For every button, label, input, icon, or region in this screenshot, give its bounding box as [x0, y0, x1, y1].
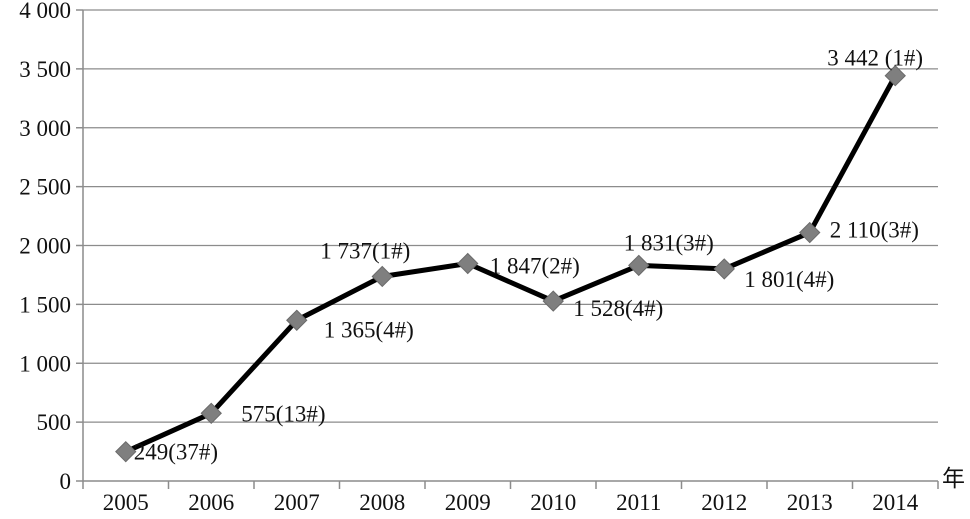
- x-tick-label: 2008: [359, 490, 405, 515]
- y-tick-label: 500: [37, 410, 72, 435]
- x-tick-label: 2006: [188, 490, 234, 515]
- data-label: 1 801(4#): [744, 267, 834, 292]
- data-label: 3 442 (1#): [827, 46, 923, 71]
- x-tick-label: 2007: [274, 490, 320, 515]
- data-point-marker: [713, 258, 735, 280]
- data-point-marker: [884, 64, 906, 87]
- y-tick-label: 2 000: [19, 234, 71, 259]
- x-tick-label: 2014: [872, 490, 919, 515]
- y-tick-labels: 0 500 1 000 1 500 2 000 2 500 3 000 3 500 4 000: [19, 0, 71, 494]
- y-tick-label: 0: [60, 469, 72, 494]
- x-tick-label: 2012: [701, 490, 747, 515]
- data-label: 1 737(1#): [320, 238, 410, 263]
- data-label: 1 528(4#): [573, 296, 663, 321]
- data-point-marker: [542, 290, 564, 312]
- axes: [82, 10, 938, 482]
- x-tick-label: 2005: [103, 490, 149, 515]
- gridlines: [76, 9, 939, 489]
- data-label: 1 365(4#): [324, 317, 414, 342]
- x-tick-label: 2010: [530, 490, 576, 515]
- y-tick-label: 3 000: [19, 116, 71, 141]
- data-label: 1 831(3#): [624, 230, 714, 255]
- series-line: [123, 73, 898, 455]
- data-point-marker: [115, 440, 137, 463]
- y-tick-label: 4 000: [19, 0, 71, 23]
- data-label: 1 847(2#): [490, 254, 580, 279]
- data-point-marker: [628, 254, 650, 277]
- y-tick-label: 3 500: [19, 57, 71, 82]
- data-label: 2 110(3#): [830, 218, 919, 243]
- data-point-marker: [457, 252, 479, 275]
- data-point-markers: [115, 64, 906, 463]
- y-tick-label: 1 000: [19, 351, 71, 376]
- data-label: 249(37#): [134, 440, 218, 465]
- x-tick-label: 2009: [445, 490, 491, 515]
- y-tick-label: 1 500: [19, 292, 71, 317]
- data-label: 575(13#): [241, 401, 325, 426]
- data-point-marker: [200, 402, 222, 425]
- x-axis-unit-label: 年: [942, 466, 965, 491]
- data-point-marker: [286, 309, 308, 331]
- x-tick-labels: 2005 2006 2007 2008 2009 2010 2011 2012 2013 2014: [103, 490, 919, 515]
- data-point-marker: [371, 265, 393, 288]
- data-point-marker: [799, 221, 821, 244]
- y-tick-label: 2 500: [19, 175, 71, 200]
- x-tick-label: 2013: [787, 490, 833, 515]
- data-labels: 249(37#) 575(13#) 1 365(4#) 1 737(1#) 1 847(…: [134, 46, 923, 465]
- x-tick-label: 2011: [616, 490, 661, 515]
